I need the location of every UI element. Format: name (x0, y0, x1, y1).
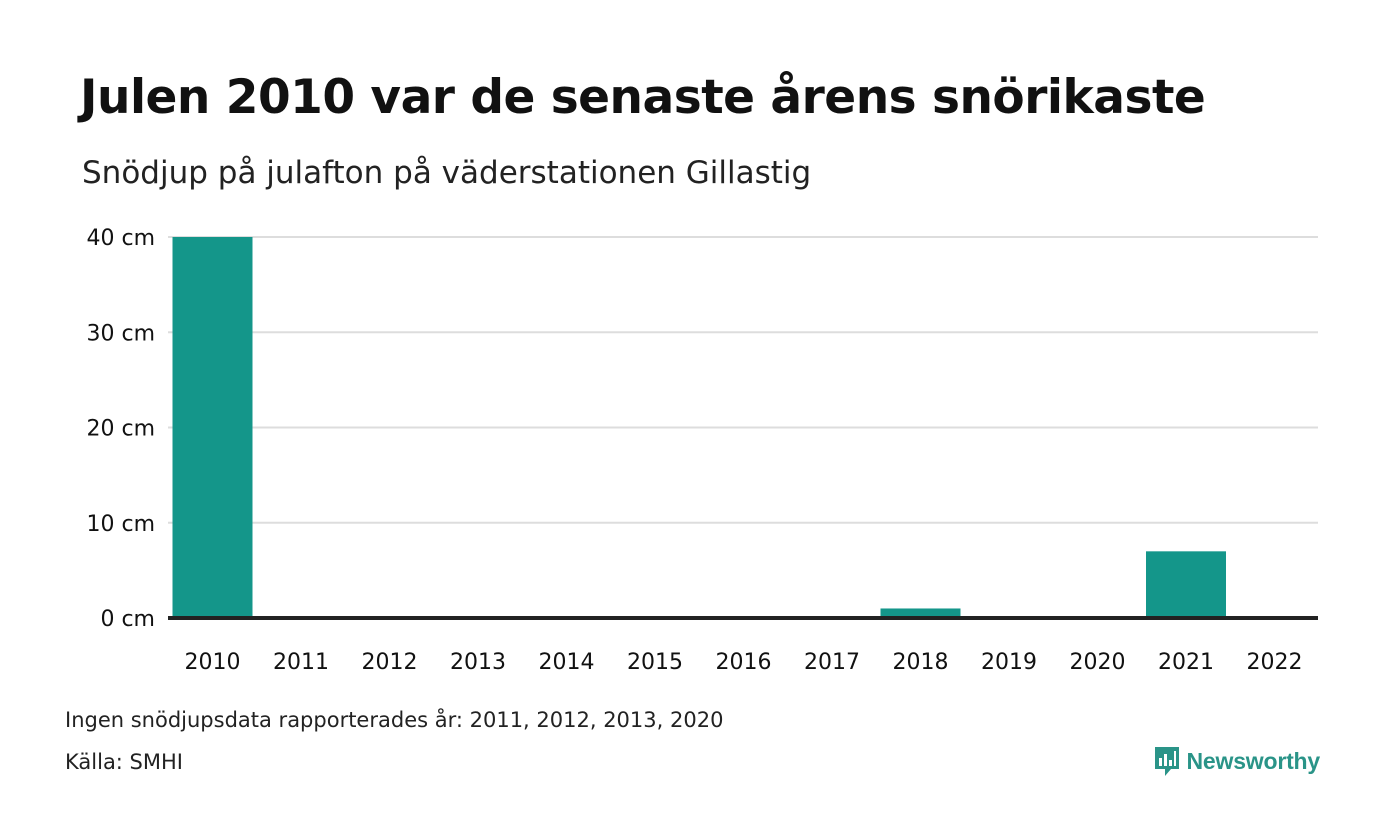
bar-2010 (172, 237, 253, 618)
chart-title: Julen 2010 var de senaste årens snörikas… (80, 70, 1206, 125)
newsworthy-bar-chart-icon (1153, 745, 1181, 777)
source-note: Källa: SMHI (65, 750, 183, 774)
y-tick-label: 20 cm (86, 417, 155, 442)
brand-name: Newsworthy (1186, 747, 1321, 774)
x-tick-label: 2019 (981, 650, 1037, 675)
x-tick-label: 2021 (1158, 650, 1214, 675)
y-tick-label: 40 cm (86, 226, 155, 251)
x-tick-label: 2018 (893, 650, 949, 675)
x-tick-label: 2012 (362, 650, 418, 675)
y-tick-label: 30 cm (86, 321, 155, 346)
x-tick-label: 2013 (450, 650, 506, 675)
x-tick-label: 2020 (1070, 650, 1126, 675)
x-tick-label: 2017 (804, 650, 860, 675)
y-tick-label: 0 cm (100, 607, 155, 632)
newsworthy-logo: Newsworthy (1153, 745, 1320, 777)
y-tick-label: 10 cm (86, 512, 155, 537)
bar-2021 (1146, 551, 1226, 618)
x-tick-label: 2015 (627, 650, 683, 675)
x-tick-label: 2011 (273, 650, 329, 675)
x-tick-label: 2022 (1247, 650, 1303, 675)
grid-lines (168, 236, 1318, 524)
bars (172, 237, 1226, 618)
axes: 0 cm 10 cm 20 cm 30 cm 40 cm 2010 2011 2012 2013… (86, 226, 1318, 675)
bar-2018 (880, 608, 961, 618)
x-tick-label: 2014 (539, 650, 595, 675)
x-tick-label: 2016 (716, 650, 772, 675)
x-tick-label: 2010 (185, 650, 241, 675)
chart-subtitle: Snödjup på julafton på väderstationen Gi… (82, 155, 812, 191)
missing-data-note: Ingen snödjupsdata rapporterades år: 201… (65, 708, 724, 732)
